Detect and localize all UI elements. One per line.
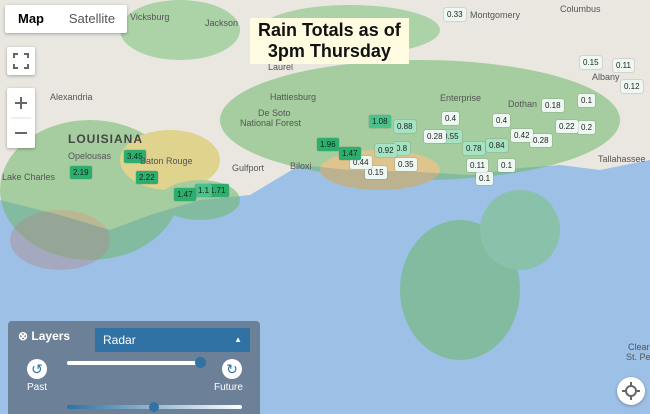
rain-total-marker: 0.12 xyxy=(621,80,643,93)
rain-total-marker: 0.15 xyxy=(580,56,602,69)
place-label: Baton Rouge xyxy=(140,156,193,166)
rain-total-marker: 2.22 xyxy=(136,171,158,184)
place-label: Clear xyxy=(628,342,650,352)
dropdown-label: Radar xyxy=(103,333,136,347)
place-label: Enterprise xyxy=(440,93,482,103)
past-label: Past xyxy=(27,382,48,393)
rain-total-marker: 0.4 xyxy=(493,114,511,127)
rain-total-marker: 2.19 xyxy=(70,166,92,179)
rain-total-marker: 0.22 xyxy=(556,120,578,133)
place-label: Dothan xyxy=(508,99,538,109)
rain-total-marker: 0.15 xyxy=(365,166,387,179)
place-label: Laurel xyxy=(268,62,294,72)
rain-total-marker: 0.4 xyxy=(442,112,460,125)
map-button[interactable]: Map xyxy=(18,11,44,26)
locate-button[interactable] xyxy=(617,377,645,405)
rain-total-marker: 1.47 xyxy=(174,188,196,201)
place-label: National Forest xyxy=(240,118,302,128)
layer-dropdown[interactable]: Radar ▲ xyxy=(95,328,250,352)
rain-total-marker: 3.45 xyxy=(124,150,146,163)
rain-total-marker: 0.8 xyxy=(393,142,411,155)
place-label: Hattiesburg xyxy=(270,92,317,102)
zoom-control xyxy=(7,88,35,148)
rain-total-marker: 0.1 xyxy=(578,94,596,107)
place-label: St. Pet xyxy=(626,352,650,362)
rain-total-marker: 0.11 xyxy=(467,159,488,172)
fullscreen-icon xyxy=(13,53,29,69)
rain-total-marker: 1.1 xyxy=(195,184,213,197)
fullscreen-button[interactable] xyxy=(7,47,35,75)
title-line: Rain Totals as of xyxy=(258,20,401,40)
place-label: LOUISIANA xyxy=(68,132,143,146)
future-label: Future xyxy=(214,382,243,393)
place-label: Gulfport xyxy=(232,163,265,173)
place-label: Albany xyxy=(592,72,620,82)
place-label: Columbus xyxy=(560,4,601,14)
title-box: Rain Totals as of 3pm Thursday xyxy=(250,18,409,64)
zoom-icons xyxy=(11,97,31,134)
satellite-button[interactable]: Satellite xyxy=(68,11,116,26)
rain-total-marker: 0.28 xyxy=(424,130,446,143)
opacity-handle[interactable] xyxy=(149,402,159,412)
rain-total-marker: 0.84 xyxy=(486,139,508,152)
rain-total-marker: 0.28 xyxy=(530,134,552,147)
rain-total-marker: 0.92 xyxy=(375,144,397,157)
slider-handle[interactable] xyxy=(195,357,206,368)
place-label: Vicksburg xyxy=(130,12,170,22)
place-label: Lake Charles xyxy=(2,172,56,182)
map-type-control: Map Satellite xyxy=(5,5,127,33)
rain-total-marker: 0.2 xyxy=(578,121,596,134)
layers-title[interactable]: ⊗ Layers xyxy=(18,329,71,343)
rain-total-marker: 1.96 xyxy=(317,138,339,151)
place-label: Montgomery xyxy=(470,10,521,20)
place-label: Tallahassee xyxy=(598,154,646,164)
past-button[interactable]: ↺ xyxy=(27,359,47,379)
place-label: Biloxi xyxy=(290,161,312,171)
rain-total-marker: 0.33 xyxy=(444,8,466,21)
rain-total-marker: 0.88 xyxy=(394,120,416,133)
rain-total-marker: 1.47 xyxy=(339,147,361,160)
layers-panel: ⊗ Layers Radar ▲ ↺ Past ↻ Future xyxy=(8,321,260,414)
rain-total-marker: 0.42 xyxy=(511,129,533,142)
rain-total-marker: 0.78 xyxy=(463,142,485,155)
place-label: Jackson xyxy=(205,18,239,28)
rain-total-marker: 0.1 xyxy=(498,159,516,172)
future-button[interactable]: ↻ xyxy=(222,359,242,379)
rain-total-marker: 0.18 xyxy=(542,99,564,112)
rain-total-marker: 1.71 xyxy=(207,184,229,197)
place-label: De Soto xyxy=(258,108,291,118)
rain-total-marker: 0.35 xyxy=(395,158,417,171)
rain-total-marker: 1.08 xyxy=(369,115,391,128)
place-label: Alexandria xyxy=(50,92,93,102)
rain-total-marker: 0.11 xyxy=(613,59,634,72)
layers-label: Layers xyxy=(31,329,71,343)
title-line: 3pm Thursday xyxy=(267,41,391,61)
rain-total-marker: 0.1 xyxy=(476,172,494,185)
place-label: Opelousas xyxy=(68,151,112,161)
time-slider[interactable] xyxy=(67,361,202,365)
locate-icon xyxy=(622,382,640,400)
